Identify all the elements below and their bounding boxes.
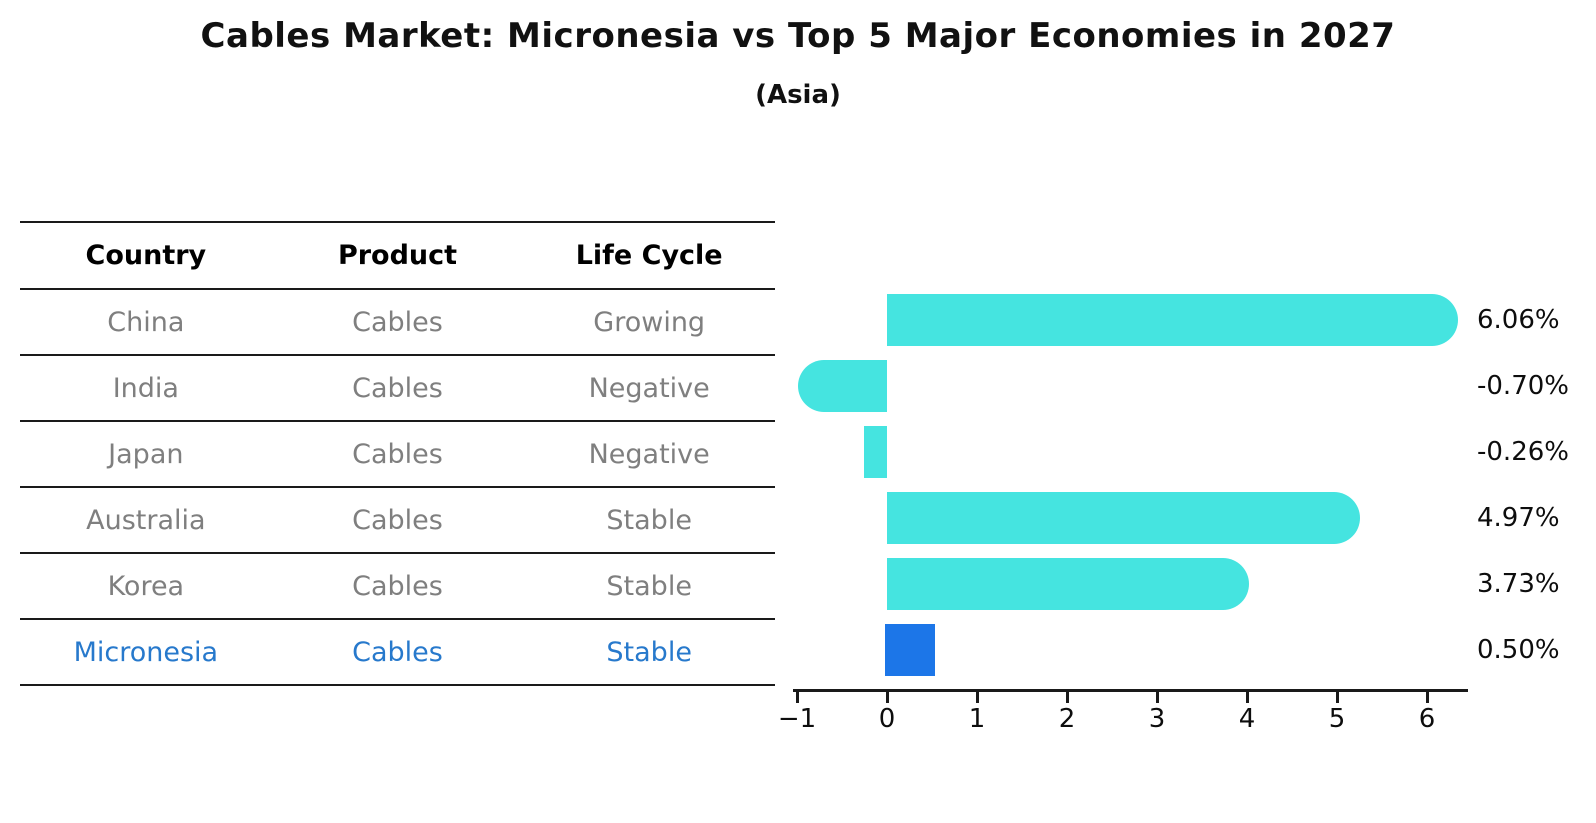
table-cell-life-cycle: Stable bbox=[606, 636, 692, 668]
table-header-country: Country bbox=[85, 240, 207, 271]
x-tick-label: 5 bbox=[1328, 704, 1346, 734]
bar-australia bbox=[887, 492, 1361, 544]
x-tick-label: 4 bbox=[1238, 704, 1256, 734]
chart-title: Cables Market: Micronesia vs Top 5 Major… bbox=[200, 16, 1396, 56]
bar-japan bbox=[863, 426, 887, 478]
bar-china bbox=[887, 294, 1459, 346]
x-tick bbox=[1066, 692, 1069, 703]
table-header-product: Product bbox=[337, 240, 458, 271]
bar-value-label: 3.73% bbox=[1477, 569, 1560, 599]
x-tick bbox=[1156, 692, 1159, 703]
bar-value-label: -0.26% bbox=[1477, 437, 1569, 467]
x-tick bbox=[1426, 692, 1429, 703]
x-tick bbox=[976, 692, 979, 703]
table-cell-country: India bbox=[112, 372, 179, 404]
x-tick-label: 3 bbox=[1148, 704, 1166, 734]
bar-india bbox=[798, 360, 887, 412]
table-body: China Cables Growing India Cables Negative Jap… bbox=[20, 290, 775, 686]
table-cell-country: China bbox=[107, 306, 185, 338]
x-tick bbox=[886, 692, 889, 703]
table-header-life-cycle: Life Cycle bbox=[575, 240, 723, 271]
bar-micronesia bbox=[885, 624, 935, 676]
table-cell-product: Cables bbox=[352, 306, 443, 338]
table-row-india: India Cables Negative bbox=[20, 356, 775, 422]
table-cell-product: Cables bbox=[352, 438, 443, 470]
table-cell-country: Korea bbox=[107, 570, 185, 602]
bar-value-label: -0.70% bbox=[1477, 371, 1569, 401]
table-row-japan: Japan Cables Negative bbox=[20, 422, 775, 488]
table-row-micronesia: Micronesia Cables Stable bbox=[20, 620, 775, 686]
table-cell-life-cycle: Negative bbox=[588, 438, 710, 470]
table-cell-country: Japan bbox=[108, 438, 184, 470]
x-axis-line bbox=[793, 689, 1468, 692]
x-tick-label: 6 bbox=[1418, 704, 1436, 734]
table-header-row: Country Product Life Cycle bbox=[20, 223, 775, 290]
bar-value-label: 0.50% bbox=[1477, 635, 1560, 665]
bar-korea bbox=[887, 558, 1249, 610]
table-cell-product: Cables bbox=[352, 372, 443, 404]
bar-value-label: 4.97% bbox=[1477, 503, 1560, 533]
x-tick bbox=[796, 692, 799, 703]
x-tick-label: 2 bbox=[1058, 704, 1076, 734]
table-cell-life-cycle: Negative bbox=[588, 372, 710, 404]
table-cell-product: Cables bbox=[352, 636, 443, 668]
table-cell-country: Micronesia bbox=[73, 636, 219, 668]
table-row-korea: Korea Cables Stable bbox=[20, 554, 775, 620]
x-tick-label: 1 bbox=[968, 704, 986, 734]
table-cell-product: Cables bbox=[352, 504, 443, 536]
bar-value-label: 6.06% bbox=[1477, 305, 1560, 335]
table-cell-life-cycle: Stable bbox=[606, 570, 692, 602]
country-table: Country Product Life Cycle China Cables Gr… bbox=[20, 221, 775, 686]
table-row-china: China Cables Growing bbox=[20, 290, 775, 356]
table-cell-product: Cables bbox=[352, 570, 443, 602]
x-tick bbox=[1336, 692, 1339, 703]
x-tick-label: −1 bbox=[777, 704, 817, 734]
table-cell-life-cycle: Stable bbox=[606, 504, 692, 536]
table-row-australia: Australia Cables Stable bbox=[20, 488, 775, 554]
x-tick-label: 0 bbox=[878, 704, 896, 734]
table-cell-life-cycle: Growing bbox=[593, 306, 706, 338]
table-cell-country: Australia bbox=[86, 504, 206, 536]
chart-subtitle: (Asia) bbox=[755, 80, 841, 110]
x-tick bbox=[1246, 692, 1249, 703]
